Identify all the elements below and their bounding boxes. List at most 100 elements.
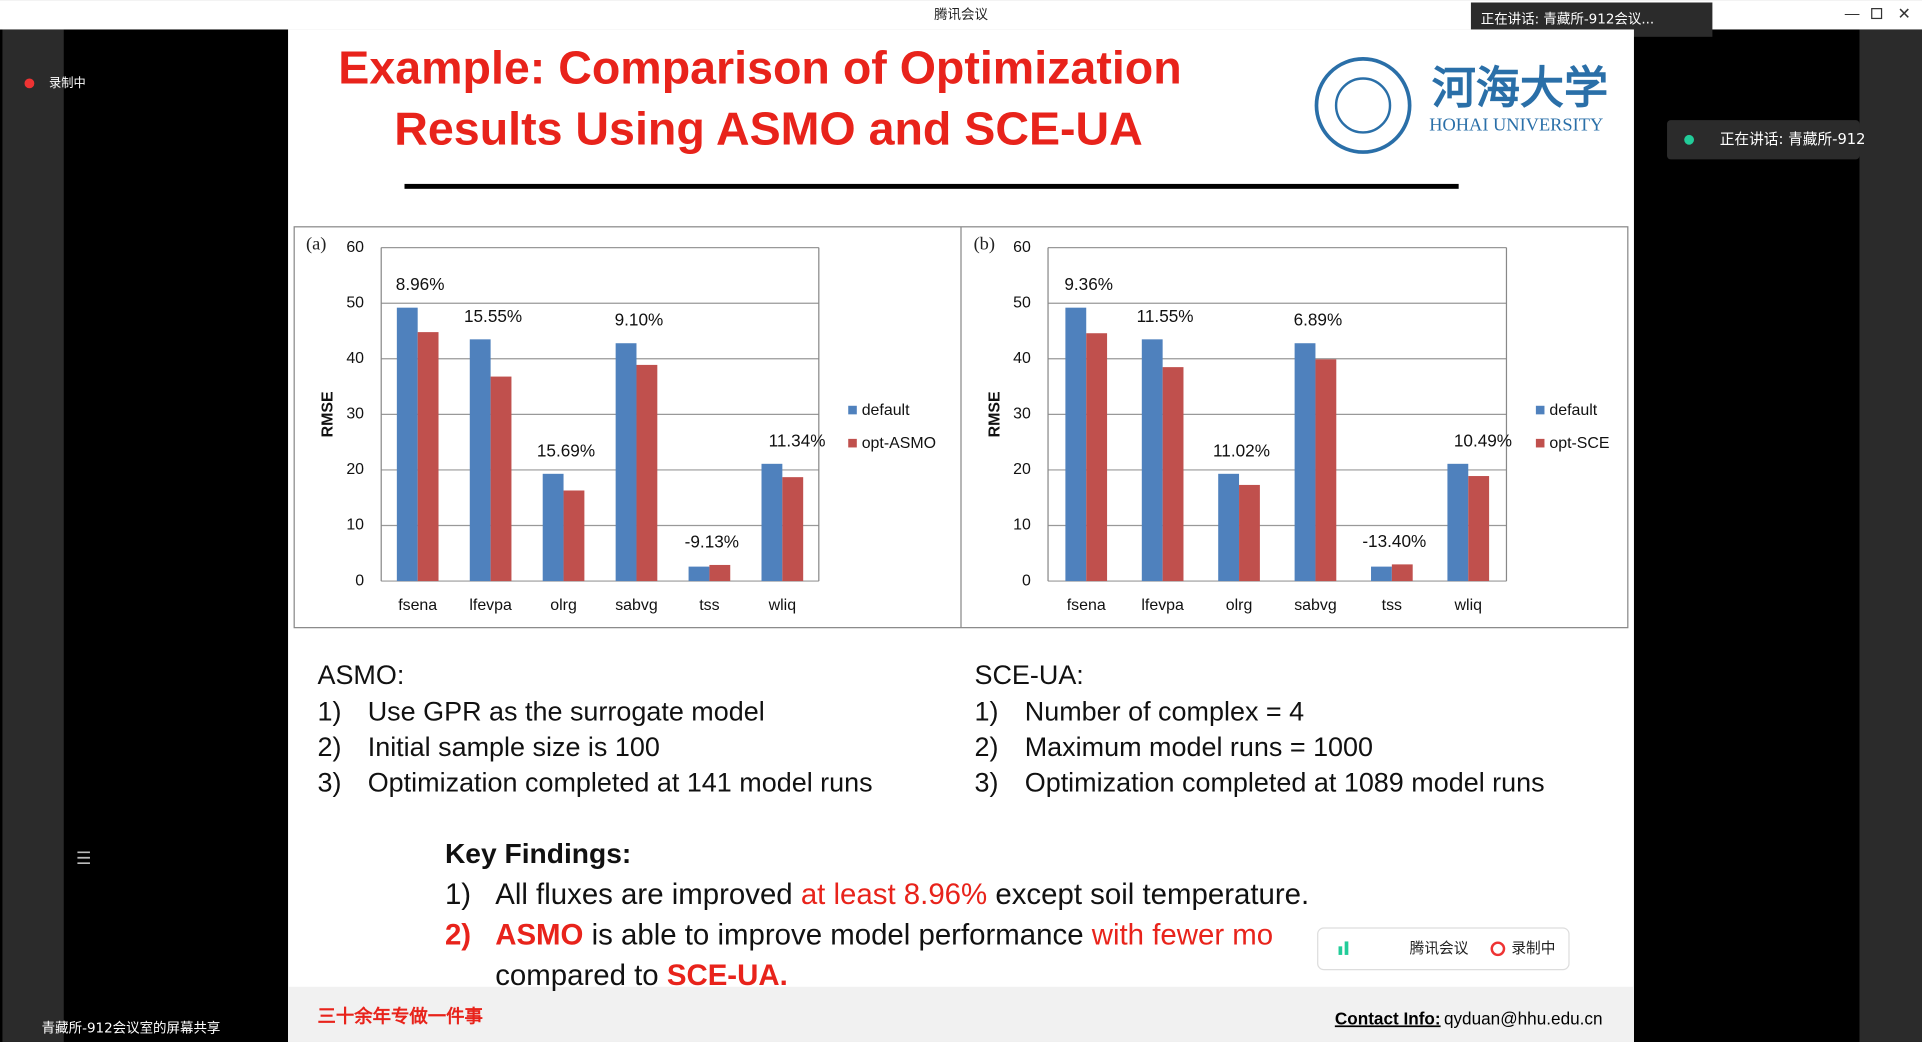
motto: 三十余年专做一件事 xyxy=(317,1005,482,1027)
bar xyxy=(761,463,783,582)
y-axis-label: RMSE xyxy=(320,391,337,437)
annotation: -13.40% xyxy=(1362,531,1426,551)
annotation: 15.69% xyxy=(537,440,595,460)
bar xyxy=(1447,463,1469,582)
bar xyxy=(1294,343,1316,582)
bar xyxy=(469,339,491,582)
finding-part: All fluxes are improved xyxy=(495,878,801,911)
wave-band xyxy=(288,986,1634,1042)
bar xyxy=(563,490,585,582)
speaker-text: 正在讲话: 青藏所-912会议... xyxy=(1481,12,1654,28)
bar xyxy=(396,307,418,582)
annotation: 11.34% xyxy=(769,430,826,450)
close[interactable]: ✕ xyxy=(1897,6,1910,23)
bar xyxy=(1315,359,1337,582)
list-number: 2) xyxy=(317,732,341,762)
window-title: 腾讯会议 xyxy=(934,6,988,23)
x-tick-label: fsena xyxy=(1067,597,1106,614)
finding-number: 2) xyxy=(445,918,471,951)
bar xyxy=(1218,473,1240,582)
legend-label: default xyxy=(862,402,910,419)
x-tick-label: olrg xyxy=(550,597,577,614)
popup-recording[interactable]: 录制中 xyxy=(1511,940,1555,957)
y-tick-label: 40 xyxy=(1013,350,1031,367)
list-text: Maximum model runs = 1000 xyxy=(1025,732,1373,762)
minimize[interactable]: — xyxy=(1845,7,1860,23)
finding-part: except soil temperature. xyxy=(987,878,1309,911)
bar xyxy=(1371,566,1392,582)
bar xyxy=(1239,484,1260,582)
x-tick-label: olrg xyxy=(1226,597,1253,614)
signal-icon xyxy=(1344,941,1349,955)
list-number: 2) xyxy=(974,732,998,762)
list-text: Optimization completed at 1089 model run… xyxy=(1025,768,1545,798)
finding-text: ASMO is able to improve model performanc… xyxy=(495,918,1273,951)
y-tick-label: 60 xyxy=(1013,239,1031,256)
legend-swatch xyxy=(848,405,857,415)
y-tick-label: 20 xyxy=(1013,461,1031,478)
popup-record-icon xyxy=(1490,941,1506,957)
right-sidebar xyxy=(1859,29,1922,1042)
bar xyxy=(1391,564,1413,582)
bar xyxy=(782,477,804,582)
maximize[interactable] xyxy=(1871,8,1883,20)
annotation: 9.36% xyxy=(1064,274,1113,294)
x-tick-label: lfevpa xyxy=(469,597,512,614)
contact-email: qyduan@hhu.edu.cn xyxy=(1444,1008,1603,1028)
side-speaker-box xyxy=(1667,120,1860,160)
popup xyxy=(1317,927,1570,971)
finding-text: All fluxes are improved at least 8.96% e… xyxy=(495,878,1309,911)
bar xyxy=(1141,339,1163,582)
bar xyxy=(542,473,564,582)
left-sidebar xyxy=(2,29,64,1042)
list-number: 1) xyxy=(317,697,341,727)
annotation: 6.89% xyxy=(1294,310,1343,330)
x-tick-label: wliq xyxy=(1454,597,1482,614)
bar xyxy=(417,332,439,582)
y-tick-label: 0 xyxy=(1022,572,1031,589)
side-speaker-text: 正在讲话: 青藏所-912 xyxy=(1720,131,1866,148)
bar xyxy=(490,376,512,582)
logo-seal xyxy=(1314,57,1412,154)
annotation: 11.55% xyxy=(1137,306,1194,326)
menu-icon[interactable]: ☰ xyxy=(76,848,91,868)
mic-icon xyxy=(1684,134,1695,145)
recording-label: 录制中 xyxy=(49,75,86,90)
contact-label: Contact Info: xyxy=(1335,1008,1441,1028)
list-number: 3) xyxy=(317,768,341,798)
list-text: Optimization completed at 141 model runs xyxy=(368,768,873,798)
bar xyxy=(1162,367,1184,582)
y-tick-label: 10 xyxy=(346,517,364,534)
x-tick-label: fsena xyxy=(398,597,437,614)
y-tick-label: 30 xyxy=(346,406,364,423)
logo-seal-inner xyxy=(1334,77,1392,134)
list-text: Initial sample size is 100 xyxy=(368,732,660,762)
bar xyxy=(709,564,731,582)
share-label: 青藏所-912会议室的屏幕共享 xyxy=(42,1019,221,1036)
y-tick-label: 30 xyxy=(1013,406,1031,423)
x-tick-label: sabvg xyxy=(1294,597,1337,614)
popup-app[interactable]: 腾讯会议 xyxy=(1410,940,1469,957)
x-tick-label: tss xyxy=(1382,597,1402,614)
logo-cn: 河海大学 xyxy=(1432,63,1608,114)
bar xyxy=(636,364,658,582)
slide-title: Results Using ASMO and SCE-UA xyxy=(394,103,1143,155)
list-heading: SCE-UA: xyxy=(974,660,1083,690)
legend-label: opt-SCE xyxy=(1549,435,1609,452)
y-tick-label: 60 xyxy=(346,239,364,256)
y-tick-label: 0 xyxy=(355,572,364,589)
annotation: -9.13% xyxy=(685,531,739,551)
findings-heading: Key Findings: xyxy=(445,837,631,869)
annotation: 8.96% xyxy=(396,274,445,294)
y-tick-label: 50 xyxy=(1013,294,1031,311)
panel-label: (b) xyxy=(974,233,995,254)
finding-text: compared to SCE-UA. xyxy=(495,959,788,992)
slide-title: Example: Comparison of Optimization xyxy=(338,41,1181,93)
finding-part: compared to xyxy=(495,959,667,992)
y-tick-label: 40 xyxy=(346,350,364,367)
list-number: 3) xyxy=(974,768,998,798)
annotation: 10.49% xyxy=(1454,430,1512,450)
finding-part: ASMO xyxy=(495,918,583,951)
bar xyxy=(1065,307,1087,582)
y-tick-label: 50 xyxy=(346,294,364,311)
